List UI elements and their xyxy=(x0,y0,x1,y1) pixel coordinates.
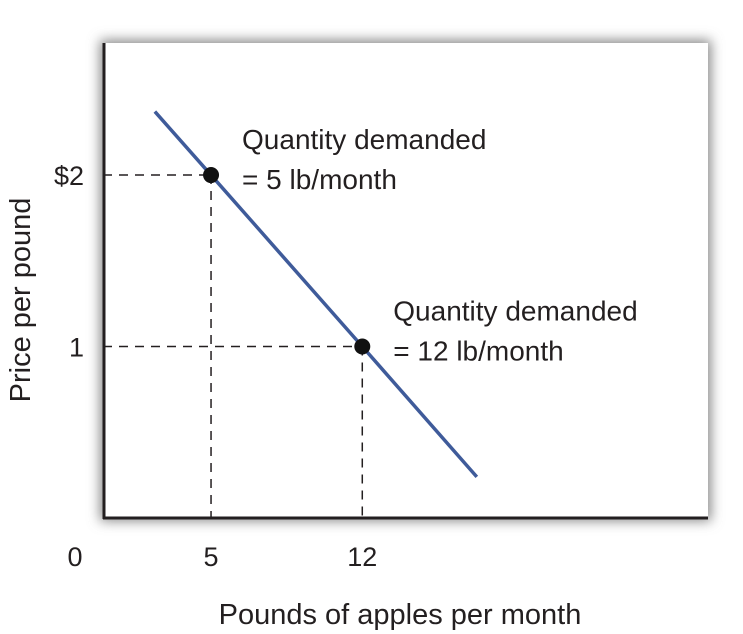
point-label-line2-0: = 5 lb/month xyxy=(242,164,397,195)
point-label-line2-1: = 12 lb/month xyxy=(393,336,563,367)
y-axis-label: Price per pound xyxy=(5,198,37,403)
x-tick-label-1: 5 xyxy=(204,542,219,572)
x-tick-label-2: 12 xyxy=(347,542,377,572)
point-label-line1-1: Quantity demanded xyxy=(393,296,637,327)
data-point-1 xyxy=(354,338,371,355)
demand-curve xyxy=(153,110,479,478)
data-point-0 xyxy=(203,167,220,184)
point-label-line1-0: Quantity demanded xyxy=(242,124,486,155)
y-tick-label-0: $2 xyxy=(54,161,84,191)
x-tick-label-0: 0 xyxy=(67,542,82,572)
plot-area xyxy=(103,43,708,518)
y-tick-label-1: 1 xyxy=(69,333,84,363)
x-axis-label: Pounds of apples per month xyxy=(219,599,582,631)
